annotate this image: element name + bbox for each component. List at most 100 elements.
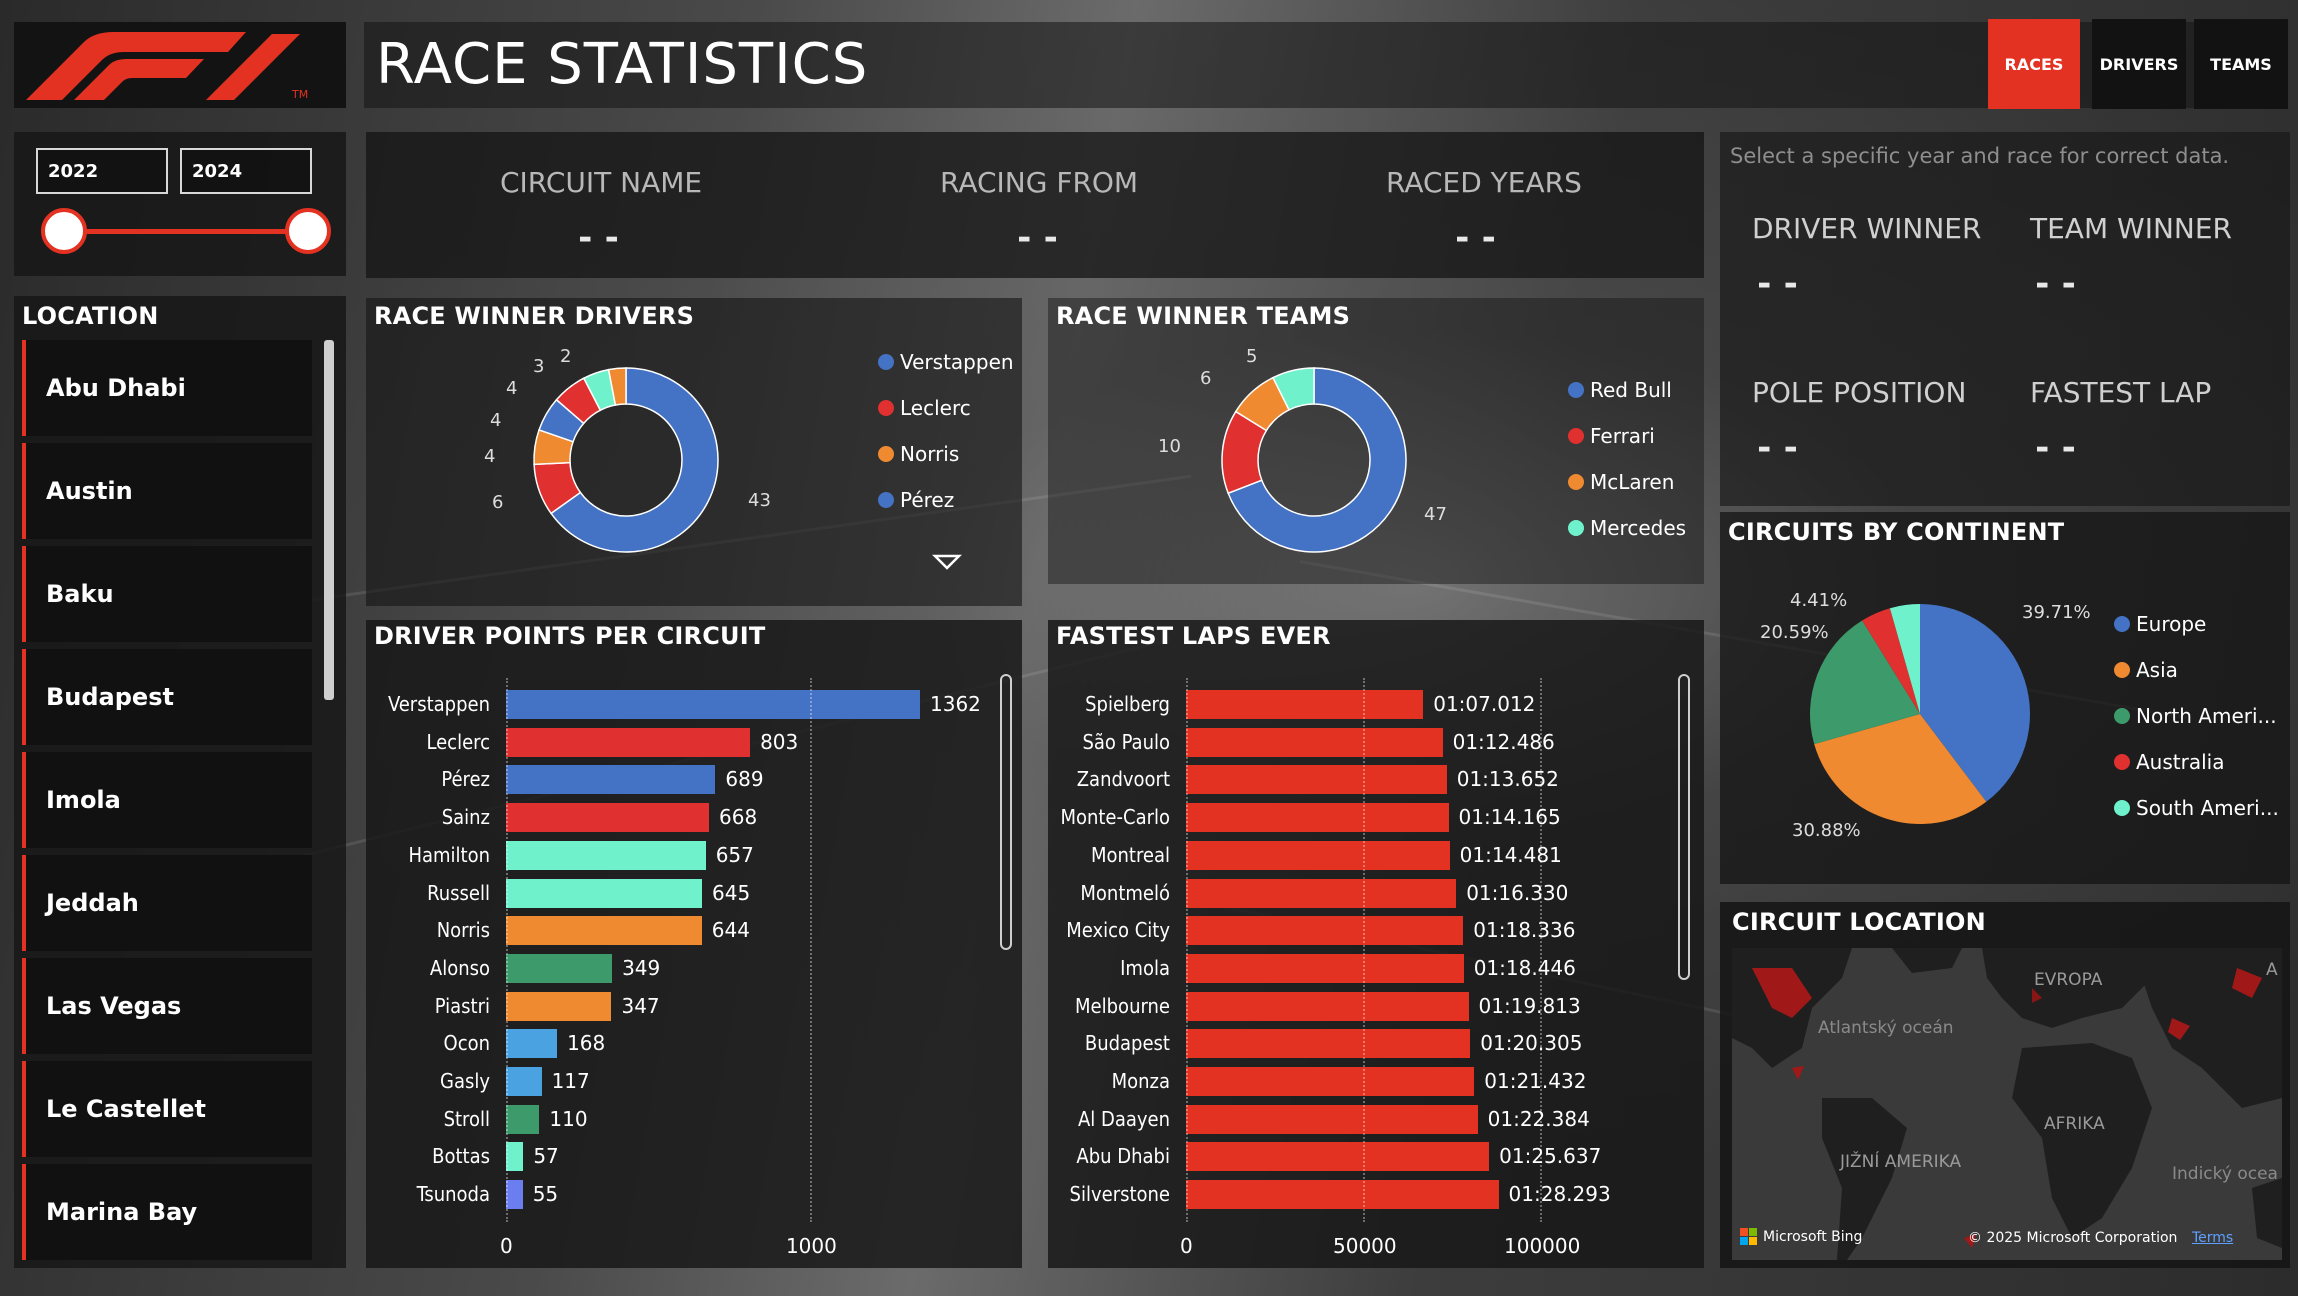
map-label-atlantic: Atlantský oceán [1818, 1018, 1954, 1038]
bar[interactable] [506, 916, 702, 946]
bing-attribution: Microsoft Bing [1740, 1228, 1862, 1245]
chart-slice[interactable] [1227, 367, 1407, 553]
legend-item[interactable]: Australia [2114, 750, 2224, 774]
donut-data-label: 4 [484, 446, 496, 467]
legend-dot-icon [2114, 708, 2130, 724]
location-item[interactable]: Jeddah [22, 855, 312, 951]
circuit-name-value: -- [575, 218, 628, 258]
bar-value-label: 689 [725, 767, 764, 792]
bar[interactable] [1186, 1104, 1478, 1134]
legend-item[interactable]: Ferrari [1568, 424, 1655, 448]
bar[interactable] [506, 765, 716, 795]
nav-races-button[interactable]: RACES [1988, 19, 2080, 109]
chart-slice[interactable] [1271, 367, 1315, 411]
legend-item[interactable]: Mercedes [1568, 516, 1686, 540]
gridline [506, 678, 508, 1222]
bar[interactable] [1186, 1142, 1490, 1172]
bar[interactable] [506, 1142, 524, 1172]
bar-category-label: Budapest [1084, 1031, 1170, 1056]
legend-item[interactable]: North Ameri... [2114, 704, 2277, 728]
year-to-input[interactable]: 2024 [180, 148, 312, 194]
fastest-laps-scrollbar[interactable] [1678, 674, 1690, 980]
bar[interactable] [506, 840, 706, 870]
legend-scroll-down-icon[interactable] [932, 553, 962, 571]
pie-data-label: 4.41% [1790, 590, 1848, 611]
bar[interactable] [506, 1104, 540, 1134]
pie-data-label: 39.71% [2022, 602, 2091, 623]
bar[interactable] [1186, 765, 1447, 795]
fastest-laps-title: FASTEST LAPS EVER [1056, 622, 1331, 650]
team-winner-value: -- [2032, 264, 2085, 304]
driver-points-title: DRIVER POINTS PER CIRCUIT [374, 622, 766, 650]
map-label-asia-edge: A [2266, 960, 2278, 980]
legend-item[interactable]: Pérez [878, 488, 954, 512]
bar-value-label: 01:18.336 [1473, 918, 1576, 943]
location-item[interactable]: Marina Bay [22, 1164, 312, 1260]
bar[interactable] [506, 991, 612, 1021]
pole-position-label: POLE POSITION [1752, 376, 1967, 409]
legend-item[interactable]: Norris [878, 442, 959, 466]
chart-slice[interactable] [1862, 608, 1920, 714]
bar[interactable] [1186, 1067, 1475, 1096]
chart-slice[interactable] [607, 367, 627, 406]
bar[interactable] [1186, 1029, 1471, 1059]
bar[interactable] [506, 1067, 542, 1096]
bar-value-label: 01:25.637 [1499, 1144, 1602, 1169]
nav-teams-button[interactable]: TEAMS [2194, 19, 2288, 109]
bar[interactable] [1186, 991, 1469, 1021]
location-item[interactable]: Imola [22, 752, 312, 848]
chart-slice[interactable] [1814, 714, 1987, 824]
chart-slice[interactable] [1889, 604, 1920, 714]
legend-dot-icon [2114, 800, 2130, 816]
bar[interactable] [1186, 878, 1457, 908]
bar[interactable] [506, 1180, 523, 1210]
bar[interactable] [506, 690, 920, 719]
location-item[interactable]: Austin [22, 443, 312, 539]
map-terms-link[interactable]: Terms [2192, 1230, 2234, 1246]
legend-item[interactable]: Leclerc [878, 396, 971, 420]
location-item-label: Le Castellet [46, 1095, 206, 1123]
year-slider-handle-end[interactable] [285, 208, 331, 254]
bar[interactable] [506, 803, 710, 833]
legend-item[interactable]: McLaren [1568, 470, 1674, 494]
legend-item[interactable]: Asia [2114, 658, 2178, 682]
bar[interactable] [1186, 840, 1450, 870]
location-item-label: Budapest [46, 683, 174, 711]
bar[interactable] [1186, 727, 1443, 757]
legend-item[interactable]: Europe [2114, 612, 2206, 636]
bar[interactable] [506, 1029, 558, 1059]
chart-slice[interactable] [550, 367, 719, 553]
legend-item[interactable]: Red Bull [1568, 378, 1672, 402]
nav-drivers-button[interactable]: DRIVERS [2092, 19, 2186, 109]
location-item[interactable]: Budapest [22, 649, 312, 745]
legend-label: Red Bull [1590, 378, 1672, 402]
bar[interactable] [1186, 953, 1464, 983]
bar[interactable] [506, 727, 751, 757]
bar[interactable] [506, 953, 613, 983]
bar[interactable] [1186, 690, 1424, 719]
location-item[interactable]: Las Vegas [22, 958, 312, 1054]
legend-item[interactable]: Verstappen [878, 350, 1014, 374]
location-item[interactable]: Abu Dhabi [22, 340, 312, 436]
year-slider-handle-start[interactable] [41, 208, 87, 254]
location-item[interactable]: Baku [22, 546, 312, 642]
location-item[interactable]: Le Castellet [22, 1061, 312, 1157]
year-from-input[interactable]: 2022 [36, 148, 168, 194]
driver-points-scrollbar[interactable] [1000, 674, 1012, 950]
bar-value-label: 01:12.486 [1452, 729, 1555, 754]
race-winner-teams-title: RACE WINNER TEAMS [1056, 302, 1351, 330]
legend-label: Leclerc [900, 396, 971, 420]
bar[interactable] [1186, 803, 1449, 833]
circuit-location-title: CIRCUIT LOCATION [1732, 908, 1986, 936]
circuit-location-map[interactable]: EVROPA Atlantský oceán AFRIKA JIŽNÍ AMER… [1732, 948, 2282, 1260]
chart-slice[interactable] [1920, 604, 2030, 802]
legend-item[interactable]: South Ameri... [2114, 796, 2279, 820]
location-scrollbar[interactable] [324, 340, 334, 700]
bar-category-label: Silverstone [1069, 1182, 1170, 1207]
x-axis-tick-label: 100000 [1504, 1234, 1581, 1258]
bar[interactable] [1186, 1180, 1499, 1210]
legend-dot-icon [2114, 662, 2130, 678]
bar[interactable] [506, 878, 703, 908]
bar[interactable] [1186, 916, 1464, 946]
chart-slice[interactable] [1810, 620, 1920, 745]
